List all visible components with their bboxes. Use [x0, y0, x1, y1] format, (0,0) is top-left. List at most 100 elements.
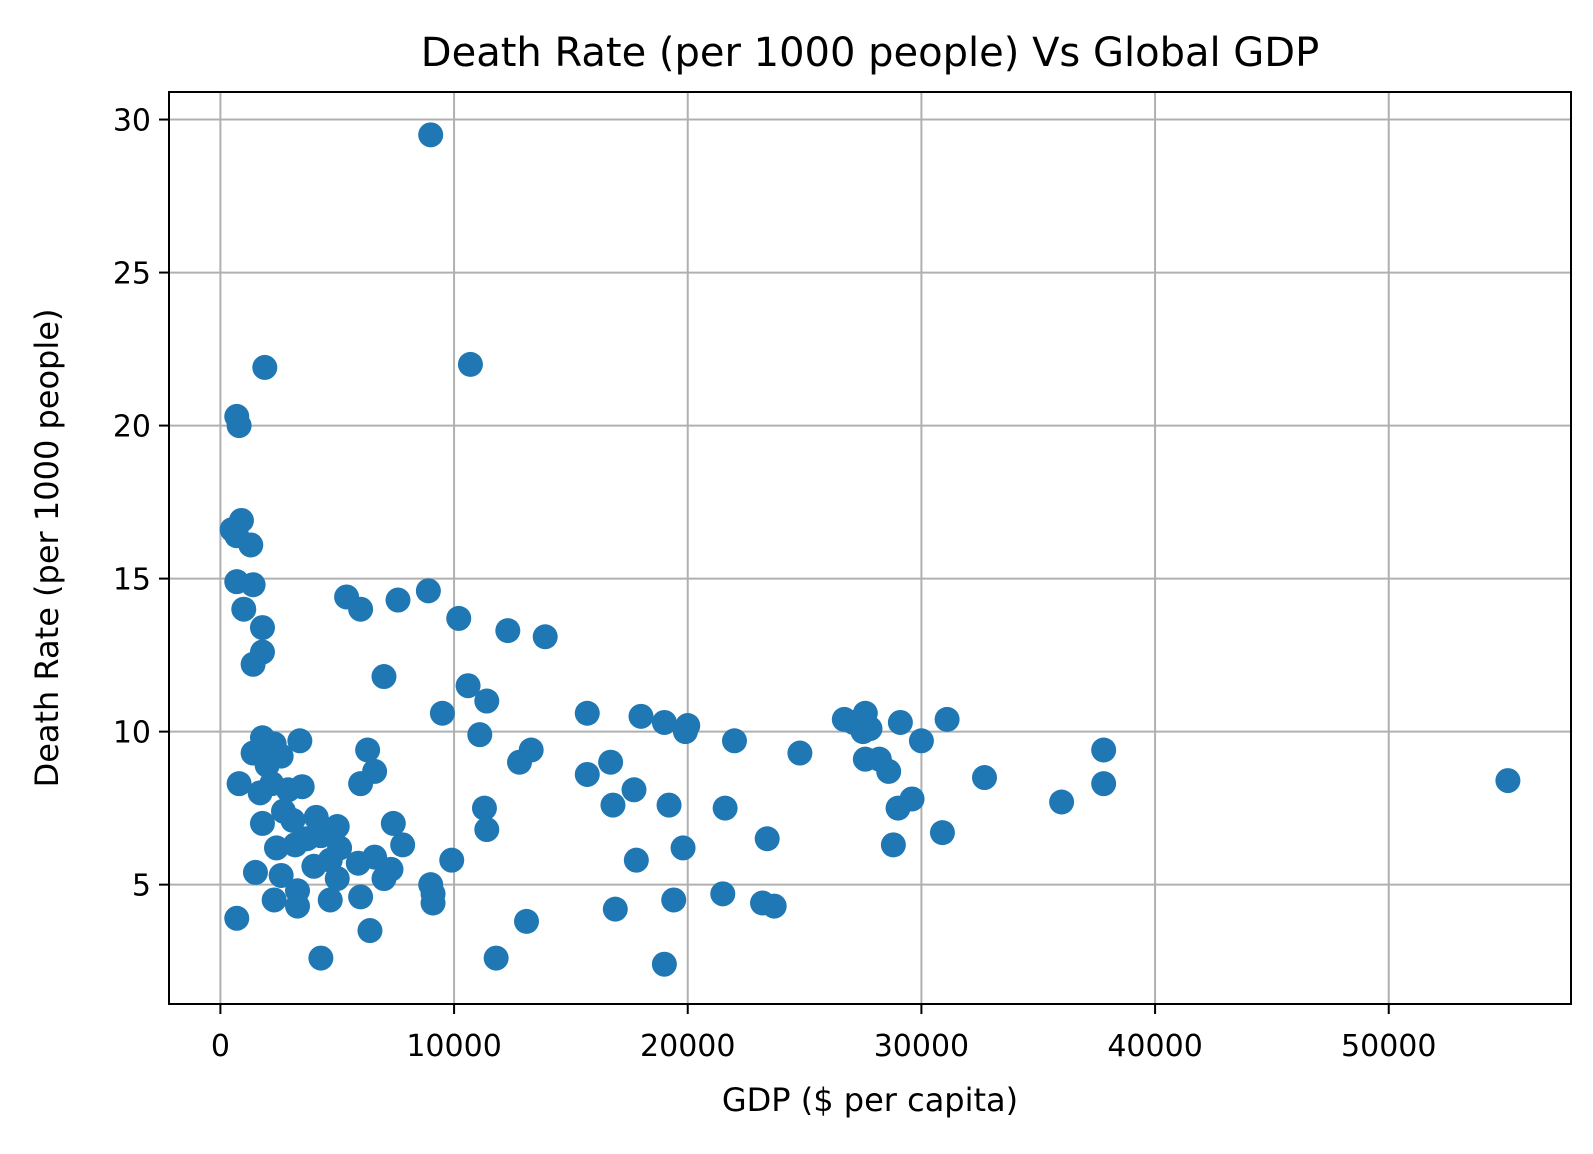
data-point	[761, 893, 787, 919]
data-point	[754, 826, 780, 852]
data-point	[415, 578, 441, 604]
data-point	[224, 905, 250, 931]
data-point	[238, 532, 264, 558]
x-tick-label: 20000	[640, 1029, 735, 1064]
data-point	[1049, 789, 1075, 815]
data-point	[661, 887, 687, 913]
data-point	[474, 817, 500, 843]
data-point	[467, 722, 493, 748]
data-point	[670, 835, 696, 861]
data-point	[240, 572, 266, 598]
data-point	[371, 664, 397, 690]
data-point	[226, 413, 252, 439]
data-point	[371, 866, 397, 892]
data-point	[908, 728, 934, 754]
data-point	[355, 737, 381, 763]
data-point	[261, 887, 287, 913]
data-point	[317, 887, 343, 913]
data-point	[390, 832, 416, 858]
y-tick-label: 5	[132, 869, 151, 904]
data-point	[495, 618, 521, 644]
x-tick-label: 40000	[1107, 1029, 1202, 1064]
data-point	[1091, 771, 1117, 797]
data-point	[600, 792, 626, 818]
plot-frame	[168, 91, 1572, 1005]
data-point	[471, 795, 497, 821]
data-point	[880, 832, 906, 858]
data-point	[429, 700, 455, 726]
data-point	[623, 847, 649, 873]
data-point	[929, 820, 955, 846]
data-point	[420, 890, 446, 916]
data-point	[474, 688, 500, 714]
data-point	[672, 719, 698, 745]
data-point	[934, 706, 960, 732]
data-point	[263, 835, 289, 861]
y-tick-label: 25	[113, 257, 151, 292]
data-point	[455, 673, 481, 699]
data-point	[348, 771, 374, 797]
y-tick-label: 15	[113, 563, 151, 598]
data-point	[385, 587, 411, 613]
y-tick-label: 10	[113, 716, 151, 751]
data-point	[598, 749, 624, 775]
data-point	[249, 615, 275, 641]
data-point	[226, 771, 252, 797]
x-axis-label: GDP ($ per capita)	[722, 1081, 1018, 1119]
axis-ticks: 0 10000 20000 30000 40000 50000 5 10 15 20 25 30	[113, 104, 1437, 1064]
data-point	[240, 651, 266, 677]
data-point	[348, 596, 374, 622]
data-point	[439, 847, 465, 873]
x-tick-label: 30000	[874, 1029, 969, 1064]
data-point	[710, 881, 736, 907]
data-point	[268, 862, 294, 888]
y-axis-label: Death Rate (per 1000 people)	[28, 309, 66, 788]
data-points	[219, 122, 1521, 977]
data-point	[602, 896, 628, 922]
chart-title: Death Rate (per 1000 people) Vs Global G…	[421, 30, 1319, 76]
data-point	[275, 777, 301, 803]
data-point	[887, 709, 913, 735]
x-tick-label: 10000	[406, 1029, 501, 1064]
data-point	[876, 758, 902, 784]
data-point	[457, 351, 483, 377]
grid	[169, 92, 1571, 1004]
data-point	[518, 737, 544, 763]
data-point	[628, 703, 654, 729]
data-point	[252, 354, 278, 380]
data-point	[308, 945, 334, 971]
data-point	[656, 792, 682, 818]
data-point	[483, 945, 509, 971]
y-tick-label: 20	[113, 410, 151, 445]
data-point	[787, 740, 813, 766]
data-point	[1091, 737, 1117, 763]
data-point	[380, 810, 406, 836]
data-point	[348, 884, 374, 910]
data-point	[857, 716, 883, 742]
data-point	[514, 908, 540, 934]
data-point	[446, 605, 472, 631]
y-tick-label: 30	[113, 104, 151, 139]
data-point	[574, 761, 600, 787]
data-point	[1495, 768, 1521, 794]
data-point	[285, 893, 311, 919]
data-point	[621, 777, 647, 803]
x-tick-label: 50000	[1341, 1029, 1436, 1064]
data-point	[324, 866, 350, 892]
data-point	[357, 918, 383, 944]
data-point	[249, 810, 275, 836]
data-point	[899, 786, 925, 812]
data-point	[308, 823, 334, 849]
data-point	[280, 807, 306, 833]
data-point	[287, 728, 313, 754]
data-point	[418, 122, 444, 148]
data-point	[651, 951, 677, 977]
data-point	[574, 700, 600, 726]
data-point	[231, 596, 257, 622]
data-point	[651, 709, 677, 735]
data-point	[721, 728, 747, 754]
data-point	[532, 624, 558, 650]
data-point	[712, 795, 738, 821]
x-tick-label: 0	[211, 1029, 230, 1064]
